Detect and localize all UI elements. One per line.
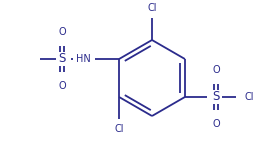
Text: O: O [212, 119, 220, 129]
Text: Cl: Cl [245, 92, 254, 102]
Text: O: O [58, 81, 66, 91]
Text: Cl: Cl [114, 124, 124, 134]
Text: HN: HN [76, 54, 91, 64]
Text: Cl: Cl [147, 3, 157, 13]
Text: O: O [58, 27, 66, 37]
Text: S: S [58, 53, 66, 66]
Text: S: S [212, 91, 219, 104]
Text: O: O [212, 65, 220, 75]
